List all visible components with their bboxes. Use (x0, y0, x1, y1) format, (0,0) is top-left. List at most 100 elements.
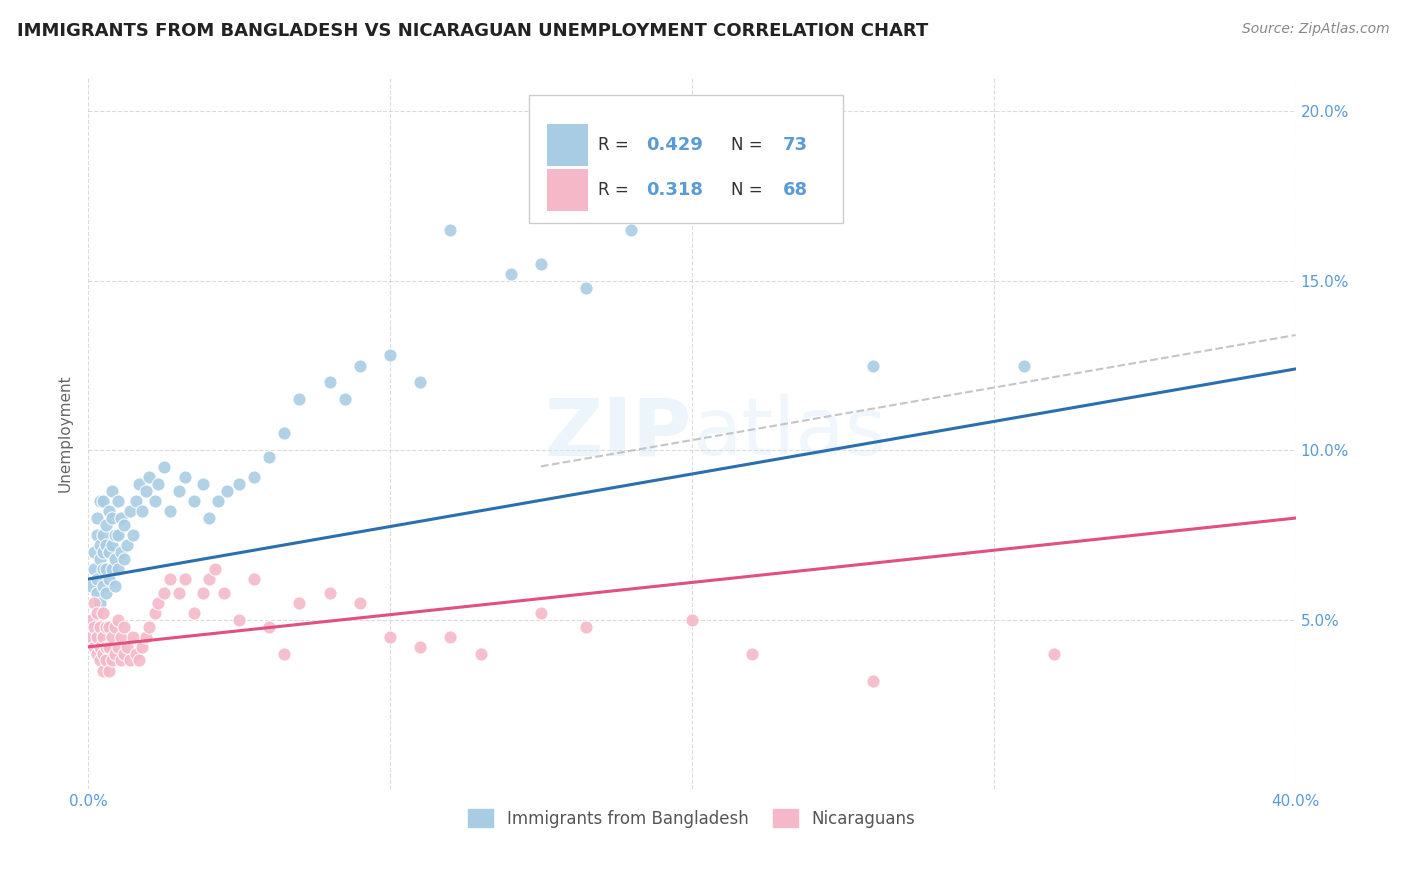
Point (146, 596, 169, 610)
Point (409, 376, 432, 390)
Point (173, 470, 195, 484)
Point (98, 572, 121, 586)
Point (318, 376, 340, 390)
Point (273, 426, 295, 441)
Point (122, 528, 145, 542)
Point (80, 579, 103, 593)
Text: atlas: atlas (692, 394, 886, 473)
Point (101, 630, 124, 644)
Point (862, 359, 884, 373)
Point (89, 551, 111, 566)
Point (104, 528, 127, 542)
Point (273, 647, 295, 661)
Point (259, 450, 281, 464)
Point (91, 562, 114, 576)
Point (349, 596, 371, 610)
Point (125, 647, 148, 661)
Point (89, 596, 111, 610)
Point (86, 511, 108, 525)
Point (86, 647, 108, 661)
Point (183, 606, 205, 620)
Point (117, 640, 139, 654)
Point (228, 613, 250, 627)
Point (89, 653, 111, 667)
Point (91, 579, 114, 593)
Point (101, 483, 124, 498)
FancyBboxPatch shape (547, 169, 588, 211)
Y-axis label: Unemployment: Unemployment (58, 375, 72, 492)
Point (89, 619, 111, 633)
Point (152, 585, 174, 599)
Point (159, 572, 181, 586)
Text: IMMIGRANTS FROM BANGLADESH VS NICARAGUAN UNEMPLOYMENT CORRELATION CHART: IMMIGRANTS FROM BANGLADESH VS NICARAGUAN… (17, 22, 928, 40)
Point (259, 619, 281, 633)
Text: ZIP: ZIP (544, 394, 692, 473)
Point (83, 562, 105, 576)
Point (91, 664, 114, 678)
Point (120, 653, 142, 667)
Point (243, 572, 266, 586)
Point (530, 606, 553, 620)
Point (530, 257, 553, 271)
Point (575, 280, 598, 294)
Point (98, 619, 121, 633)
Point (333, 392, 356, 407)
Point (91, 528, 114, 542)
Point (91, 494, 114, 508)
Point (107, 528, 129, 542)
Text: N =: N = (731, 136, 773, 153)
Point (86, 630, 108, 644)
Point (104, 551, 127, 566)
Point (110, 545, 132, 559)
Point (439, 630, 461, 644)
FancyBboxPatch shape (529, 95, 842, 223)
Point (110, 511, 132, 525)
Point (107, 562, 129, 576)
Point (112, 517, 135, 532)
Point (104, 619, 127, 633)
Text: R =: R = (598, 136, 638, 153)
Point (159, 504, 181, 518)
Point (112, 619, 135, 633)
Legend: Immigrants from Bangladesh, Nicaraguans: Immigrants from Bangladesh, Nicaraguans (461, 803, 922, 834)
Point (288, 392, 311, 407)
Text: N =: N = (731, 180, 773, 199)
Point (167, 585, 190, 599)
Point (146, 477, 169, 491)
Point (80, 613, 103, 627)
Point (318, 585, 340, 599)
Point (143, 606, 166, 620)
Point (191, 585, 214, 599)
Point (204, 562, 226, 576)
Point (228, 477, 250, 491)
Point (131, 640, 153, 654)
Point (89, 538, 111, 552)
Point (125, 494, 148, 508)
Point (134, 483, 156, 498)
Point (138, 619, 160, 633)
Point (101, 538, 124, 552)
Point (741, 647, 763, 661)
Point (349, 359, 371, 373)
Point (96, 640, 118, 654)
Point (91, 630, 114, 644)
Point (191, 477, 214, 491)
Point (83, 545, 105, 559)
Point (620, 223, 643, 237)
Point (96, 517, 118, 532)
Point (86, 585, 108, 599)
Point (104, 579, 127, 593)
FancyBboxPatch shape (547, 124, 588, 166)
Point (138, 470, 160, 484)
Point (862, 673, 884, 688)
Point (101, 653, 124, 667)
Point (1012, 359, 1035, 373)
Point (207, 494, 229, 508)
Point (110, 653, 132, 667)
Point (91, 606, 114, 620)
Point (120, 504, 142, 518)
Point (86, 528, 108, 542)
Point (96, 585, 118, 599)
Point (439, 223, 461, 237)
Point (83, 640, 105, 654)
